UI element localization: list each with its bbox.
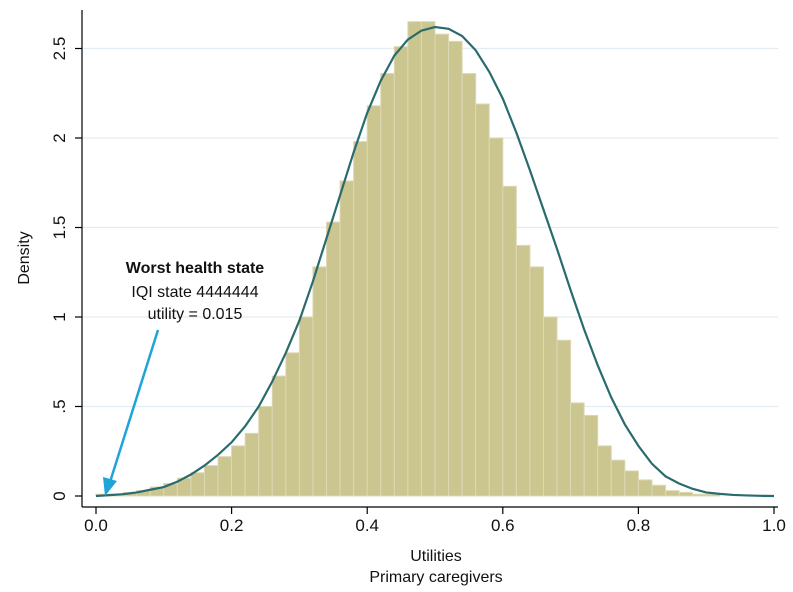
histogram-bar <box>298 316 314 497</box>
histogram-bar <box>231 445 246 497</box>
histogram-bar <box>312 266 328 497</box>
histogram-bar <box>597 445 612 497</box>
histogram-bar <box>285 352 300 497</box>
histogram-bar <box>475 103 490 497</box>
histogram-bar <box>637 479 653 497</box>
x-axis-title: Utilities <box>410 548 462 565</box>
x-tick-label: 0.8 <box>627 516 651 535</box>
annotation-state: IQI state 4444444 <box>131 284 258 301</box>
histogram-bar <box>339 180 355 497</box>
ticks: 0.0 0.2 0.4 0.6 0.8 1.0 0 .5 1 1.5 2 2.5 <box>50 37 786 535</box>
annotation-title: Worst health state <box>126 260 265 277</box>
histogram-bar <box>190 472 205 497</box>
histogram-bar <box>407 21 422 497</box>
histogram-bar <box>529 266 544 497</box>
histogram-bar <box>244 432 260 497</box>
annotation-utility: utility = 0.015 <box>148 306 243 323</box>
axes <box>81 10 778 508</box>
histogram-bar <box>420 21 436 497</box>
x-tick-label: 0.4 <box>355 516 379 535</box>
histogram-bar <box>678 491 694 497</box>
histogram-bar <box>353 141 368 497</box>
histogram-bar <box>380 73 395 497</box>
histogram-bar <box>203 465 219 497</box>
histogram-bar <box>570 402 585 497</box>
histogram-bar <box>217 456 233 497</box>
histogram-bar <box>624 470 639 497</box>
x-tick-label: 0.2 <box>220 516 244 535</box>
y-tick-label: 1 <box>50 312 69 321</box>
histogram-bar <box>651 484 667 497</box>
density-curve <box>95 25 775 498</box>
histogram-bar <box>610 459 626 497</box>
histogram-bar <box>271 375 287 497</box>
histogram-bars <box>95 21 721 497</box>
histogram-bar <box>448 40 463 497</box>
histogram-bar <box>258 406 273 497</box>
y-tick-label: .5 <box>50 399 69 413</box>
histogram-bar <box>366 105 382 497</box>
histogram-bar <box>393 46 409 497</box>
histogram-bar <box>488 137 504 497</box>
y-tick-label: 2.5 <box>50 37 69 61</box>
annotation-arrow-head <box>103 477 117 496</box>
histogram-bar <box>434 33 450 497</box>
y-tick-label: 1.5 <box>50 216 69 240</box>
histogram-bar <box>665 490 680 497</box>
y-tick-label: 0 <box>50 491 69 500</box>
histogram-bar <box>515 244 531 497</box>
histogram-bar <box>583 414 599 497</box>
x-tick-label: 0.6 <box>491 516 515 535</box>
y-tick-label: 2 <box>50 133 69 142</box>
annotation-arrow-line <box>108 329 160 483</box>
x-tick-label: 0.0 <box>84 516 108 535</box>
histogram-bar <box>502 185 517 497</box>
histogram-bar <box>556 339 572 497</box>
worst-state-annotation: Worst health state IQI state 4444444 uti… <box>103 260 264 496</box>
histogram-bar <box>692 493 707 497</box>
histogram-bar <box>542 316 558 497</box>
histogram-bar <box>326 221 341 497</box>
y-axis-title: Density <box>16 231 33 284</box>
histogram-bar <box>461 73 477 497</box>
x-axis-subtitle: Primary caregivers <box>369 569 502 586</box>
x-tick-label: 1.0 <box>762 516 786 535</box>
